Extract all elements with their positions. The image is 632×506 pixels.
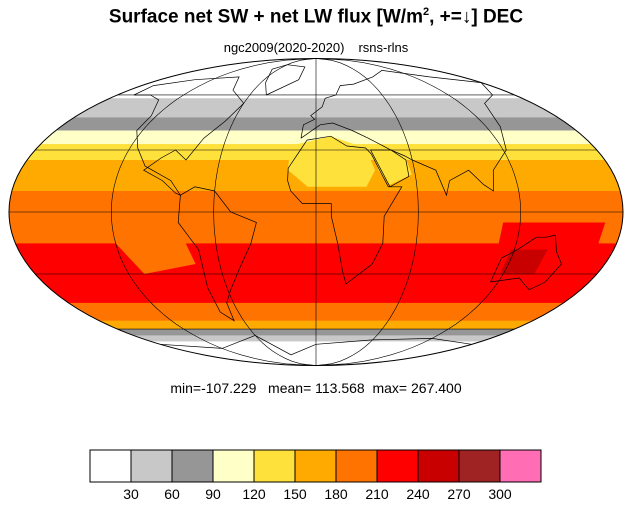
flux-region-pacific-warm-pool: [496, 222, 606, 254]
colorbar-box-6: [335, 449, 378, 483]
colorbar-label: 120: [242, 486, 266, 502]
chart-subtitle: ngc2009(2020-2020) rsns-rlns: [0, 40, 632, 55]
title-main: Surface net SW + net LW flux [W/m: [108, 6, 423, 28]
colorbar-box-1: [130, 449, 173, 483]
flux-region-north-africa-sahara: [288, 136, 376, 187]
colorbar-label: 90: [205, 486, 221, 502]
subtitle-variable: rsns-rlns: [358, 40, 409, 55]
coastline-south-america: [177, 186, 257, 322]
statistics-line: min=-107.229 mean= 113.568 max= 267.400: [170, 380, 462, 396]
meridian-line: [213, 58, 317, 366]
colorbar: 30 60 90 120 150 180 210 240 270 300: [89, 449, 542, 502]
chart-title: Surface net SW + net LW flux [W/m2, +=↓]…: [0, 6, 632, 28]
flux-region-atlantic-north-subtropic: [181, 160, 284, 187]
coastline-australia: [490, 234, 562, 291]
flux-region-central-africa: [290, 191, 388, 217]
title-suffix: , +=↓] DEC: [429, 6, 524, 28]
flux-region-arabia: [372, 150, 412, 185]
meridian-line: [315, 58, 419, 366]
coastline-eurasia: [300, 70, 507, 197]
colorbar-box-10: [499, 449, 542, 483]
colorbar-label: 30: [123, 486, 139, 502]
coastline-africa: [287, 135, 403, 285]
colorbar-box-5: [294, 449, 337, 483]
colorbar-label: 300: [488, 486, 512, 502]
colorbar-box-4: [253, 449, 296, 483]
colorbar-label: 150: [283, 486, 307, 502]
flux-region-east-pacific-stratus: [115, 233, 196, 274]
globe-outline: [8, 58, 624, 366]
colorbar-label: 180: [324, 486, 348, 502]
colorbar-box-7: [376, 449, 419, 483]
coastline-north-america: [133, 76, 245, 196]
coastline-antarctica: [160, 335, 472, 356]
meridian-line: [315, 58, 522, 366]
colorbar-label: 240: [406, 486, 430, 502]
subtitle-experiment: ngc2009(2020-2020): [223, 40, 345, 55]
title-superscript: 2: [422, 6, 430, 18]
meridian-line: [110, 58, 317, 366]
colorbar-box-8: [417, 449, 460, 483]
colorbar-box-2: [171, 449, 214, 483]
colorbar-label: 270: [447, 486, 471, 502]
colorbar-box-3: [212, 449, 255, 483]
colorbar-box-9: [458, 449, 501, 483]
colorbar-label: 60: [164, 486, 180, 502]
graticule: [9, 58, 623, 366]
colorbar-box-0: [89, 449, 132, 483]
colorbar-label: 210: [365, 486, 389, 502]
